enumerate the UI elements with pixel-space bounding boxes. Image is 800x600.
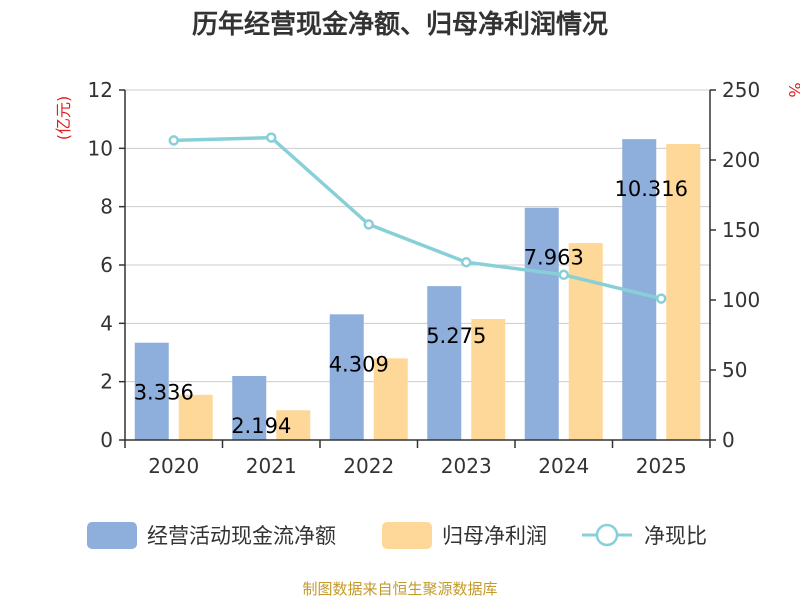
left-tick-label: 8 [100, 195, 113, 219]
bar-net-profit [666, 143, 701, 441]
right-tick-label: 200 [722, 148, 760, 172]
bar-cashflow [524, 207, 559, 440]
x-tick-label: 2020 [148, 454, 199, 478]
left-tick-label: 0 [100, 428, 113, 452]
legend-swatch [87, 522, 137, 549]
left-tick-label: 4 [100, 311, 113, 335]
ratio-point [168, 135, 179, 146]
data-label: 2.194 [231, 414, 291, 438]
legend-swatch [382, 522, 432, 549]
legend-label: 归母净利润 [442, 524, 547, 548]
left-tick-label: 6 [100, 253, 113, 277]
data-label: 10.316 [615, 177, 688, 201]
bar-cashflow [427, 286, 462, 440]
legend-label: 净现比 [644, 524, 707, 548]
data-label: 4.309 [329, 352, 389, 376]
left-axis-unit: (亿元) [54, 96, 73, 141]
bar-cashflow [232, 376, 267, 440]
right-tick-label: 250 [722, 78, 760, 102]
legend: 经营活动现金流净额 归母净利润 净现比 [87, 522, 707, 549]
bar-cashflow [134, 342, 169, 440]
ratio-line [173, 135, 662, 301]
data-label: 7.963 [524, 246, 584, 270]
ratio-point [266, 132, 277, 143]
bar-net-profit [178, 394, 213, 440]
ratio-point [656, 293, 667, 304]
chart-title: 历年经营现金净额、归母净利润情况 [192, 9, 608, 40]
bar-net-profit [568, 243, 603, 440]
left-tick-label: 12 [88, 78, 113, 102]
data-label: 5.275 [426, 324, 486, 348]
source-note: 制图数据来自恒生聚源数据库 [302, 580, 497, 598]
right-tick-label: 150 [722, 218, 760, 242]
right-tick-label: 0 [722, 428, 735, 452]
data-label: 3.336 [134, 381, 194, 405]
x-tick-label: 2023 [441, 454, 492, 478]
legend-marker [595, 523, 619, 547]
x-tick-label: 2021 [246, 454, 297, 478]
right-axis-unit: % [785, 82, 800, 97]
x-tick-label: 2022 [343, 454, 394, 478]
ratio-point [363, 219, 374, 230]
bar-net-profit [471, 318, 506, 440]
ratio-point [558, 269, 569, 281]
left-tick-label: 2 [100, 370, 113, 394]
right-tick-label: 50 [722, 358, 747, 382]
ratio-point [461, 256, 472, 268]
bar-cashflow [329, 314, 364, 440]
right-tick-label: 100 [722, 288, 760, 312]
legend-label: 经营活动现金流净额 [147, 524, 336, 548]
x-tick-label: 2024 [538, 454, 589, 478]
bar-net-profit [276, 410, 311, 440]
left-tick-label: 10 [88, 136, 113, 160]
x-tick-label: 2025 [636, 454, 687, 478]
bar-net-profit [373, 358, 408, 440]
